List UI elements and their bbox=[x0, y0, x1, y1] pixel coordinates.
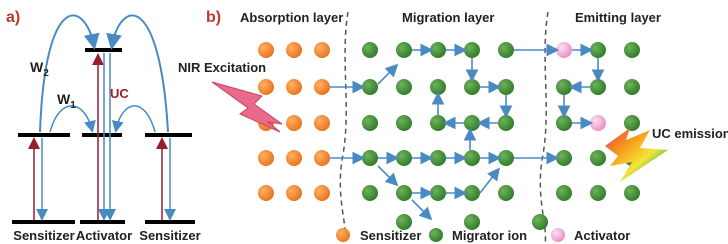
ion bbox=[314, 42, 330, 58]
ion bbox=[286, 42, 302, 58]
ion bbox=[314, 115, 330, 131]
ion bbox=[556, 150, 572, 166]
ion bbox=[590, 185, 606, 201]
ion bbox=[556, 42, 572, 58]
emission-label: UC emission bbox=[652, 126, 728, 141]
ion bbox=[464, 150, 480, 166]
ion bbox=[498, 115, 514, 131]
ion bbox=[498, 150, 514, 166]
panel-b: b) Absorption layer Migration layer Emit… bbox=[178, 9, 728, 244]
ion bbox=[362, 115, 378, 131]
ion bbox=[556, 79, 572, 95]
ion bbox=[498, 42, 514, 58]
ion bbox=[556, 185, 572, 201]
layer-title: Absorption layer bbox=[240, 10, 343, 25]
figure: a) W2 W1 UC Sensitizer Activator bbox=[0, 0, 728, 244]
level-label: Sensitizer bbox=[139, 228, 200, 243]
ion bbox=[258, 42, 274, 58]
layer-title: Migration layer bbox=[402, 10, 494, 25]
ion bbox=[590, 79, 606, 95]
ion bbox=[624, 185, 640, 201]
w1-label: W1 bbox=[57, 91, 76, 111]
ion bbox=[430, 150, 446, 166]
transitions bbox=[34, 15, 170, 220]
ion bbox=[532, 214, 548, 230]
layer-divider bbox=[340, 12, 348, 244]
ion bbox=[362, 42, 378, 58]
ion bbox=[498, 79, 514, 95]
legend-dot bbox=[551, 228, 565, 242]
level-label: Sensitizer bbox=[13, 228, 74, 243]
ion bbox=[396, 150, 412, 166]
migration-arrow bbox=[378, 166, 396, 184]
ion bbox=[396, 185, 412, 201]
layer-divider bbox=[540, 12, 548, 244]
ion bbox=[464, 185, 480, 201]
migration-arrow bbox=[378, 66, 396, 84]
ion bbox=[430, 79, 446, 95]
ion bbox=[286, 150, 302, 166]
ion bbox=[314, 150, 330, 166]
nir-label: NIR Excitation bbox=[178, 60, 266, 75]
migration-arrow bbox=[412, 200, 430, 218]
ion bbox=[258, 185, 274, 201]
ion bbox=[464, 115, 480, 131]
legend-label: Migrator ion bbox=[452, 228, 527, 243]
ion bbox=[258, 79, 274, 95]
panel-label: a) bbox=[6, 9, 20, 26]
ion bbox=[590, 42, 606, 58]
ion bbox=[258, 150, 274, 166]
ion bbox=[624, 115, 640, 131]
ion bbox=[396, 115, 412, 131]
ion bbox=[430, 115, 446, 131]
ion bbox=[286, 185, 302, 201]
migration-arrow bbox=[480, 170, 498, 193]
panel-label: b) bbox=[206, 9, 221, 26]
ion bbox=[362, 150, 378, 166]
panel-a: a) W2 W1 UC Sensitizer Activator bbox=[6, 9, 201, 243]
ion bbox=[498, 185, 514, 201]
ion bbox=[624, 79, 640, 95]
ion bbox=[464, 79, 480, 95]
ion bbox=[314, 185, 330, 201]
ion bbox=[624, 42, 640, 58]
ion bbox=[590, 115, 606, 131]
ion bbox=[362, 79, 378, 95]
ion bbox=[556, 115, 572, 131]
ion bbox=[286, 79, 302, 95]
level-label: Activator bbox=[76, 228, 132, 243]
layer-title: Emitting layer bbox=[575, 10, 661, 25]
ion bbox=[286, 115, 302, 131]
legend-label: Sensitizer bbox=[360, 228, 421, 243]
ion-lattice bbox=[258, 42, 640, 230]
legend-dot bbox=[336, 228, 350, 242]
ion bbox=[314, 79, 330, 95]
ion bbox=[430, 185, 446, 201]
uc-label: UC bbox=[110, 86, 129, 101]
ion bbox=[430, 42, 446, 58]
ion bbox=[464, 42, 480, 58]
ion bbox=[362, 185, 378, 201]
legend-dot bbox=[429, 228, 443, 242]
ion bbox=[396, 79, 412, 95]
ion bbox=[396, 42, 412, 58]
ion bbox=[590, 150, 606, 166]
legend-label: Activator bbox=[574, 228, 630, 243]
